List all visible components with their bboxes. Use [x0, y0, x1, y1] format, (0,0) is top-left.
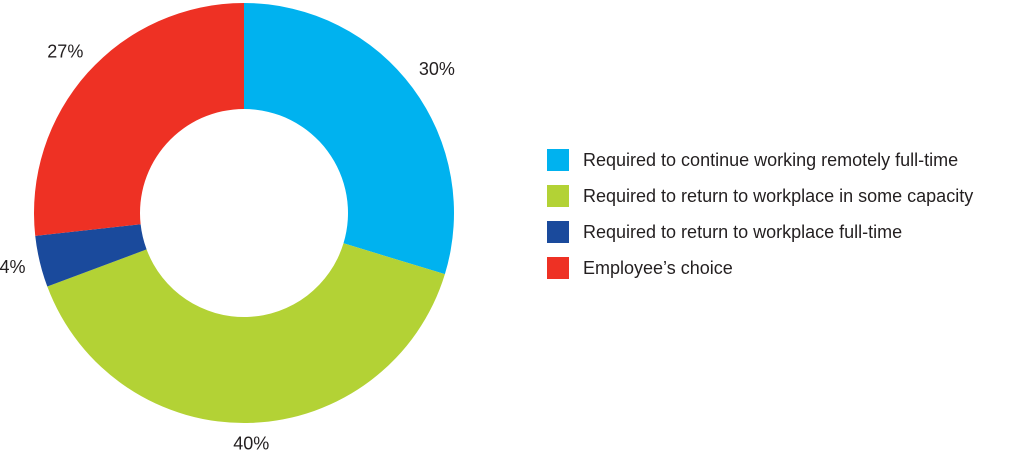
legend-label-employee-choice: Employee’s choice: [583, 257, 733, 278]
legend-swatch-workplace-full-time: [547, 221, 569, 243]
donut-slice-some-capacity: [47, 243, 445, 424]
legend: Required to continue working remotely fu…: [547, 142, 973, 286]
legend-label-workplace-full-time: Required to return to workplace full-tim…: [583, 221, 903, 242]
data-label-employee-choice: 27%: [47, 42, 83, 62]
legend-label-some-capacity: Required to return to workplace in some …: [583, 185, 974, 206]
donut-slice-employee-choice: [33, 3, 244, 236]
data-label-remote-full-time: 30%: [419, 59, 455, 79]
data-label-some-capacity: 40%: [233, 434, 269, 451]
legend-label-remote-full-time: Required to continue working remotely fu…: [583, 149, 959, 170]
legend-item-employee-choice: Employee’s choice: [547, 250, 973, 286]
legend-swatch-remote-full-time: [547, 149, 569, 171]
legend-item-remote-full-time: Required to continue working remotely fu…: [547, 142, 973, 178]
donut-slice-workplace-full-time: [35, 224, 147, 287]
legend-swatch-some-capacity: [547, 185, 569, 207]
legend-item-workplace-full-time: Required to return to workplace full-tim…: [547, 214, 973, 250]
legend-item-some-capacity: Required to return to workplace in some …: [547, 178, 973, 214]
donut-slice-remote-full-time: [244, 2, 455, 275]
legend-swatch-employee-choice: [547, 257, 569, 279]
data-label-workplace-full-time: 4%: [0, 257, 25, 277]
